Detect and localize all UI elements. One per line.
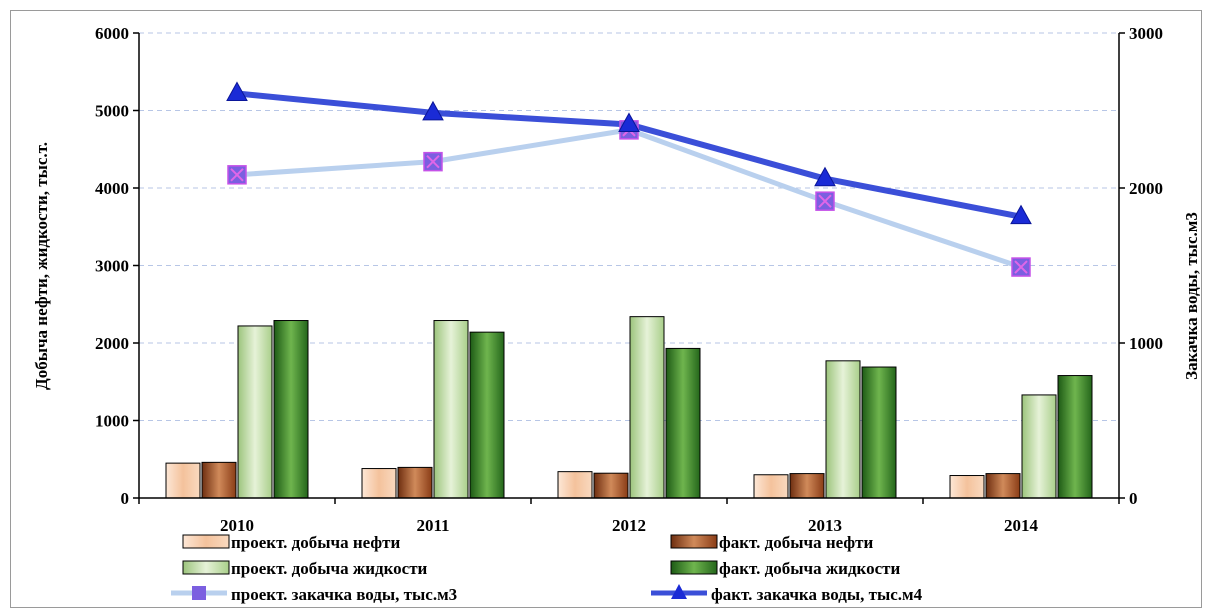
left-tick-label: 3000 [95, 257, 129, 276]
marker-triangle [1010, 204, 1032, 225]
bar-oil-project [753, 474, 789, 499]
legend-swatch [670, 560, 718, 575]
x-tick-label: 2010 [220, 516, 254, 535]
legend-label: факт. добыча жидкости [719, 559, 901, 578]
bar-liquid-project [1021, 394, 1057, 499]
right-tick-label: 1000 [1129, 334, 1163, 353]
marker-triangle [422, 100, 444, 121]
marker-triangle [814, 166, 836, 187]
left-tick-label: 4000 [95, 179, 129, 198]
legend-swatch [670, 534, 718, 549]
bar-liquid-project [629, 316, 665, 499]
right-tick-label: 3000 [1129, 24, 1163, 43]
legend-marker-triangle [671, 584, 687, 599]
legend-label: факт. закачка воды, тыс.м4 [711, 585, 923, 604]
legend-swatch [182, 534, 230, 549]
left-tick-labels: 0 1000 2000 3000 4000 5000 6000 [95, 24, 139, 508]
bar-liquid-fact [861, 366, 897, 499]
y-axis-left-title: Добыча нефти, жидкости, тыс.т. [32, 142, 51, 390]
line-project-water [236, 127, 1022, 270]
y-axis-right-title: Закачка воды, тыс.м3 [1182, 212, 1201, 380]
bar-liquid-project [825, 360, 861, 499]
legend-label: проект. добыча нефти [231, 533, 401, 552]
legend: проект. добыча нефти факт. добыча нефти пр… [171, 533, 923, 604]
bar-oil-project [361, 468, 397, 499]
x-tick-label: 2014 [1004, 516, 1039, 535]
bar-liquid-project [237, 325, 273, 499]
bar-oil-fact [201, 461, 237, 499]
right-tick-label: 2000 [1129, 179, 1163, 198]
legend-label: проект. закачка воды, тыс.м3 [231, 585, 457, 604]
bar-oil-fact [985, 473, 1021, 499]
left-tick-label: 1000 [95, 412, 129, 431]
line-fact-water [236, 90, 1022, 220]
bar-liquid-fact [273, 320, 309, 499]
bar-oil-fact [789, 473, 825, 499]
left-tick-label: 5000 [95, 102, 129, 121]
line-series [226, 81, 1032, 277]
left-tick-label: 6000 [95, 24, 129, 43]
marker-cross [426, 154, 440, 169]
bar-oil-fact [397, 466, 433, 499]
bar-series [165, 316, 1093, 499]
bar-oil-project [557, 471, 593, 499]
left-tick-label: 0 [121, 489, 130, 508]
bar-liquid-fact [665, 347, 701, 499]
left-tick-label: 2000 [95, 334, 129, 353]
legend-marker-square [192, 586, 206, 600]
x-tick-label: 2012 [612, 516, 646, 535]
marker-cross [230, 168, 244, 182]
legend-label: проект. добыча жидкости [231, 559, 428, 578]
bar-oil-project [165, 462, 201, 499]
x-tick-labels: 2010 2011 2012 2013 2014 [138, 498, 1120, 535]
right-tick-label: 0 [1129, 489, 1138, 508]
bar-liquid-fact [1057, 375, 1093, 499]
right-tick-labels: 0 1000 2000 3000 [1119, 24, 1163, 508]
marker-cross [1014, 260, 1028, 274]
bar-liquid-fact [469, 331, 505, 499]
x-tick-label: 2011 [416, 516, 449, 535]
chart-frame: 0 1000 2000 3000 4000 5000 6000 0 1000 2000 3000 … [10, 10, 1202, 608]
marker-cross [818, 194, 832, 208]
bar-oil-fact [593, 472, 629, 499]
bar-liquid-project [433, 320, 469, 499]
marker-triangle [226, 81, 248, 101]
legend-label: факт. добыча нефти [719, 533, 874, 552]
marker-triangle [618, 112, 640, 132]
bar-oil-project [949, 475, 985, 499]
x-tick-label: 2013 [808, 516, 842, 535]
legend-swatch [182, 560, 230, 575]
